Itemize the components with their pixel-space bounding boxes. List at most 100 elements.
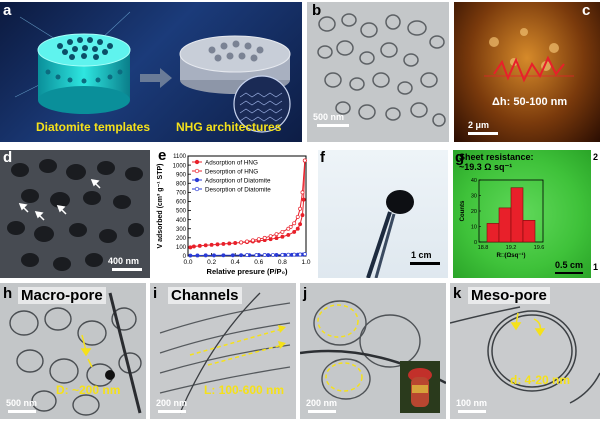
label-f: f [320,149,325,166]
label-d: d [3,149,13,166]
scale-text-f: 1 cm [411,250,432,260]
scale-bar-b [317,124,349,127]
data-point [254,253,259,258]
sheet-resistance-value: ~19.3 Ω sq⁻¹ [459,162,513,172]
data-point [274,236,279,241]
data-point [250,238,255,243]
y-tick-label: 800 [176,181,187,187]
data-point [195,253,200,258]
legend-entry: Desorption of Diatomite [205,186,271,193]
y-tick-label: 10 [471,225,477,231]
panel-a: Diatomite templates NHG architectures [0,2,302,142]
scale-text-c: 2 μm [468,120,490,130]
x-axis-label: R□(Ωsq⁻¹) [497,252,526,259]
meso-pore-dim: d: 4-20 nm [510,373,571,387]
data-point [292,221,297,226]
x-tick-label: 18.8 [478,245,489,251]
data-point [295,214,300,219]
data-point [302,158,307,163]
panel-h-tem-image [9,292,142,416]
scale-bar-f [410,262,440,265]
data-point [280,234,285,239]
x-tick-label: 0.6 [254,259,263,266]
label-j: j [303,285,308,302]
label-k: k [453,285,462,302]
panel-i: Channels L: 100-600 nm 200 nm [150,283,296,419]
scale-bar-h [8,410,36,413]
isotherm-chart: 0 100 200 300 400 500 600 700 800 900 1000 1100 0.0 0… [157,154,311,276]
panel-i-tem-image [159,292,291,414]
x-tick-label: 1.0 [301,259,310,266]
panel-f: 1 cm [318,150,448,278]
y-tick-label: 400 [176,218,187,224]
label-e: e [158,147,167,164]
y-tick-label: 0 [183,254,187,260]
legend-marker [194,168,200,174]
nhg-architectures-caption: NHG architectures [176,120,282,134]
scale-bar-g [555,272,583,274]
panel-g-edge-top: 2 [593,152,599,162]
data-point [298,222,303,227]
data-point [188,245,193,250]
y-tick-label: 100 [176,245,187,251]
panel-g: Sheet resistance: ~19.3 Ω sq⁻¹ 0 10 20 30 40… [453,150,591,278]
legend-entry: Desorption of HNG [205,168,258,175]
label-h: h [3,285,13,302]
panel-k-tem-image [450,306,600,404]
scale-text-b: 500 nm [313,112,345,122]
label-i: i [153,285,158,302]
data-point [239,240,244,245]
histogram-bar [510,187,524,243]
data-point [239,253,244,258]
label-g: g [455,149,465,166]
meso-pore-title: Meso-pore [468,287,550,304]
panel-g-edge-bottom: 1 [593,262,599,272]
data-point [197,243,202,248]
panel-d-sem-image [0,150,150,278]
chart-series [188,158,307,258]
nhg-architecture-icon [179,35,291,73]
panel-c-afm-image [484,28,574,83]
y-tick-label: 500 [176,209,187,215]
legend-marker [194,177,200,183]
data-point [221,241,226,246]
data-point [295,226,300,231]
y-tick-label: 300 [176,227,187,233]
panel-d: 400 nm [0,150,150,278]
data-point [221,253,226,258]
diatomite-templates-caption: Diatomite templates [36,120,151,134]
channels-title: Channels [168,287,242,304]
x-tick-label: 0.2 [207,259,216,266]
data-point [215,242,220,247]
scale-bar-k [458,410,486,413]
data-point [286,232,291,237]
scale-bar-i [158,410,186,413]
x-axis-label: Relative presure (P/P₀) [207,267,288,276]
resistance-histogram: 0 10 20 30 40 18.8 19.2 19.6 Counts R□(Ωsq⁻¹) [460,178,544,259]
data-point [286,252,291,257]
data-point [300,213,305,218]
histogram-axes: 0 10 20 30 40 18.8 19.2 19.6 Counts R□(Ωsq⁻¹) [460,178,544,259]
panel-k: Meso-pore d: 4-20 nm 100 nm [450,283,600,419]
legend-entry: Adsorption of Diatomite [205,177,271,184]
label-a: a [3,2,12,19]
data-point [262,235,267,240]
data-point [292,252,297,257]
y-tick-label: 20 [471,209,477,215]
data-point [271,252,275,257]
histogram-bar [522,219,536,243]
y-tick-label: 600 [176,200,187,206]
x-tick-label: 0.0 [183,259,192,266]
afm-height-profile [493,55,565,83]
legend-marker [194,186,200,192]
legend-entry: Adsorption of HNG [205,159,258,166]
x-tick-label: 0.4 [231,259,240,266]
histogram-bar [486,223,500,243]
data-point [188,253,193,258]
panel-f-photo [366,190,414,278]
x-tick-label: 19.2 [506,245,517,251]
channels-dim: L: 100-600 nm [204,383,285,397]
y-axis-label: V adsorbed (cm³ g⁻¹ STP) [157,164,164,249]
y-tick-label: 200 [176,236,187,242]
sheet-resistance-label: Sheet resistance: [459,152,534,162]
